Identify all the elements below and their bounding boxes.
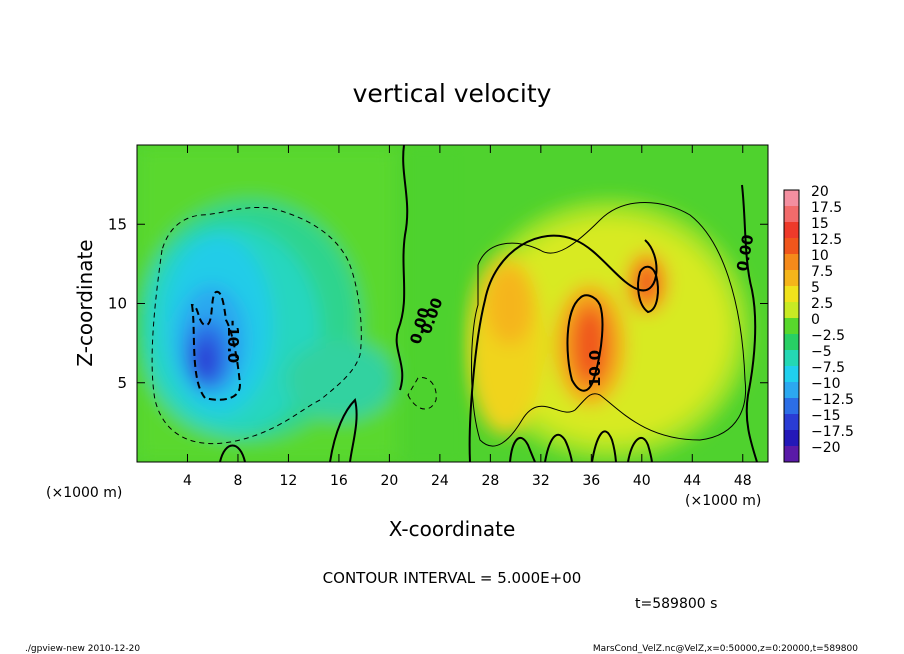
colorbar-swatch xyxy=(784,334,799,351)
contour-lines xyxy=(151,145,758,462)
colorbar-label: −17.5 xyxy=(811,424,854,440)
colorbar-label: −7.5 xyxy=(811,360,845,376)
colorbar-swatch xyxy=(784,382,799,399)
x-tick-label: 16 xyxy=(330,473,348,489)
colorbar-label: −20 xyxy=(811,440,841,456)
colorbar-label: 5 xyxy=(811,280,820,296)
colorbar-label: 2.5 xyxy=(811,296,833,312)
colorbar-swatch xyxy=(784,286,799,303)
colorbar-label: 0 xyxy=(811,312,820,328)
colorbar-swatch xyxy=(784,254,799,271)
time-label: t=589800 s xyxy=(635,596,717,612)
x-tick-label: 32 xyxy=(532,473,550,489)
colorbar-label: 15 xyxy=(811,216,829,232)
colorbar: 2017.51512.5107.552.50−2.5−5−7.5−10−12.5… xyxy=(783,184,854,463)
x-tick-label: 48 xyxy=(734,473,752,489)
program-label: ./gpview-new 2010-12-20 xyxy=(25,644,140,654)
colorbar-label: 17.5 xyxy=(811,200,842,216)
x-tick-label: 24 xyxy=(431,473,449,489)
source-label: MarsCond_VelZ.nc@VelZ,x=0:50000,z=0:2000… xyxy=(593,644,858,654)
contour-label: 10.0 xyxy=(586,350,604,387)
x-axis: 4 8 12 16 20 24 28 32 36 40 44 48 xyxy=(183,145,752,489)
colorbar-label: 7.5 xyxy=(811,264,833,280)
y-tick-label: 15 xyxy=(108,215,127,233)
x-tick-label: 20 xyxy=(380,473,398,489)
x-tick-label: 28 xyxy=(481,473,499,489)
colorbar-label: 20 xyxy=(811,184,829,200)
y-tick-label: 10 xyxy=(108,295,127,313)
colorbar-label: −15 xyxy=(811,408,841,424)
colorbar-swatch xyxy=(784,302,799,319)
colorbar-swatch xyxy=(784,398,799,415)
colorbar-swatch xyxy=(784,270,799,287)
colorbar-swatch xyxy=(784,414,799,431)
colorbar-swatch xyxy=(784,430,799,447)
y-axis: 5 10 15 xyxy=(108,215,768,392)
x-axis-label: X-coordinate xyxy=(389,517,516,541)
x-tick-label: 8 xyxy=(233,473,242,489)
y-unit-note: (×1000 m) xyxy=(46,485,122,501)
x-unit-note: (×1000 m) xyxy=(685,493,761,509)
colorbar-swatch xyxy=(784,446,799,463)
x-tick-label: 44 xyxy=(683,473,701,489)
x-tick-label: 12 xyxy=(280,473,298,489)
colorbar-swatch xyxy=(784,206,799,223)
y-tick-label: 5 xyxy=(117,374,127,392)
colorbar-swatch xyxy=(784,318,799,335)
contour-label: -10.0 xyxy=(224,320,242,363)
colorbar-label: −12.5 xyxy=(811,392,854,408)
colorbar-swatch xyxy=(784,350,799,367)
colorbar-swatch xyxy=(784,366,799,383)
y-axis-label: Z-coordinate xyxy=(73,239,97,366)
x-tick-label: 4 xyxy=(183,473,192,489)
colorbar-label: −10 xyxy=(811,376,841,392)
contour-interval: CONTOUR INTERVAL = 5.000E+00 xyxy=(323,569,582,587)
colorbar-swatch xyxy=(784,222,799,239)
colorbar-frame xyxy=(783,189,800,463)
colorbar-label: −2.5 xyxy=(811,328,845,344)
colorbar-label: −5 xyxy=(811,344,832,360)
colorbar-label: 10 xyxy=(811,248,829,264)
colorbar-label: 12.5 xyxy=(811,232,842,248)
colorbar-swatch xyxy=(784,238,799,255)
colorbar-swatch xyxy=(784,190,799,207)
x-tick-label: 40 xyxy=(633,473,651,489)
chart-title: vertical velocity xyxy=(353,79,552,108)
x-tick-label: 36 xyxy=(582,473,600,489)
heatmap-field xyxy=(137,145,768,462)
